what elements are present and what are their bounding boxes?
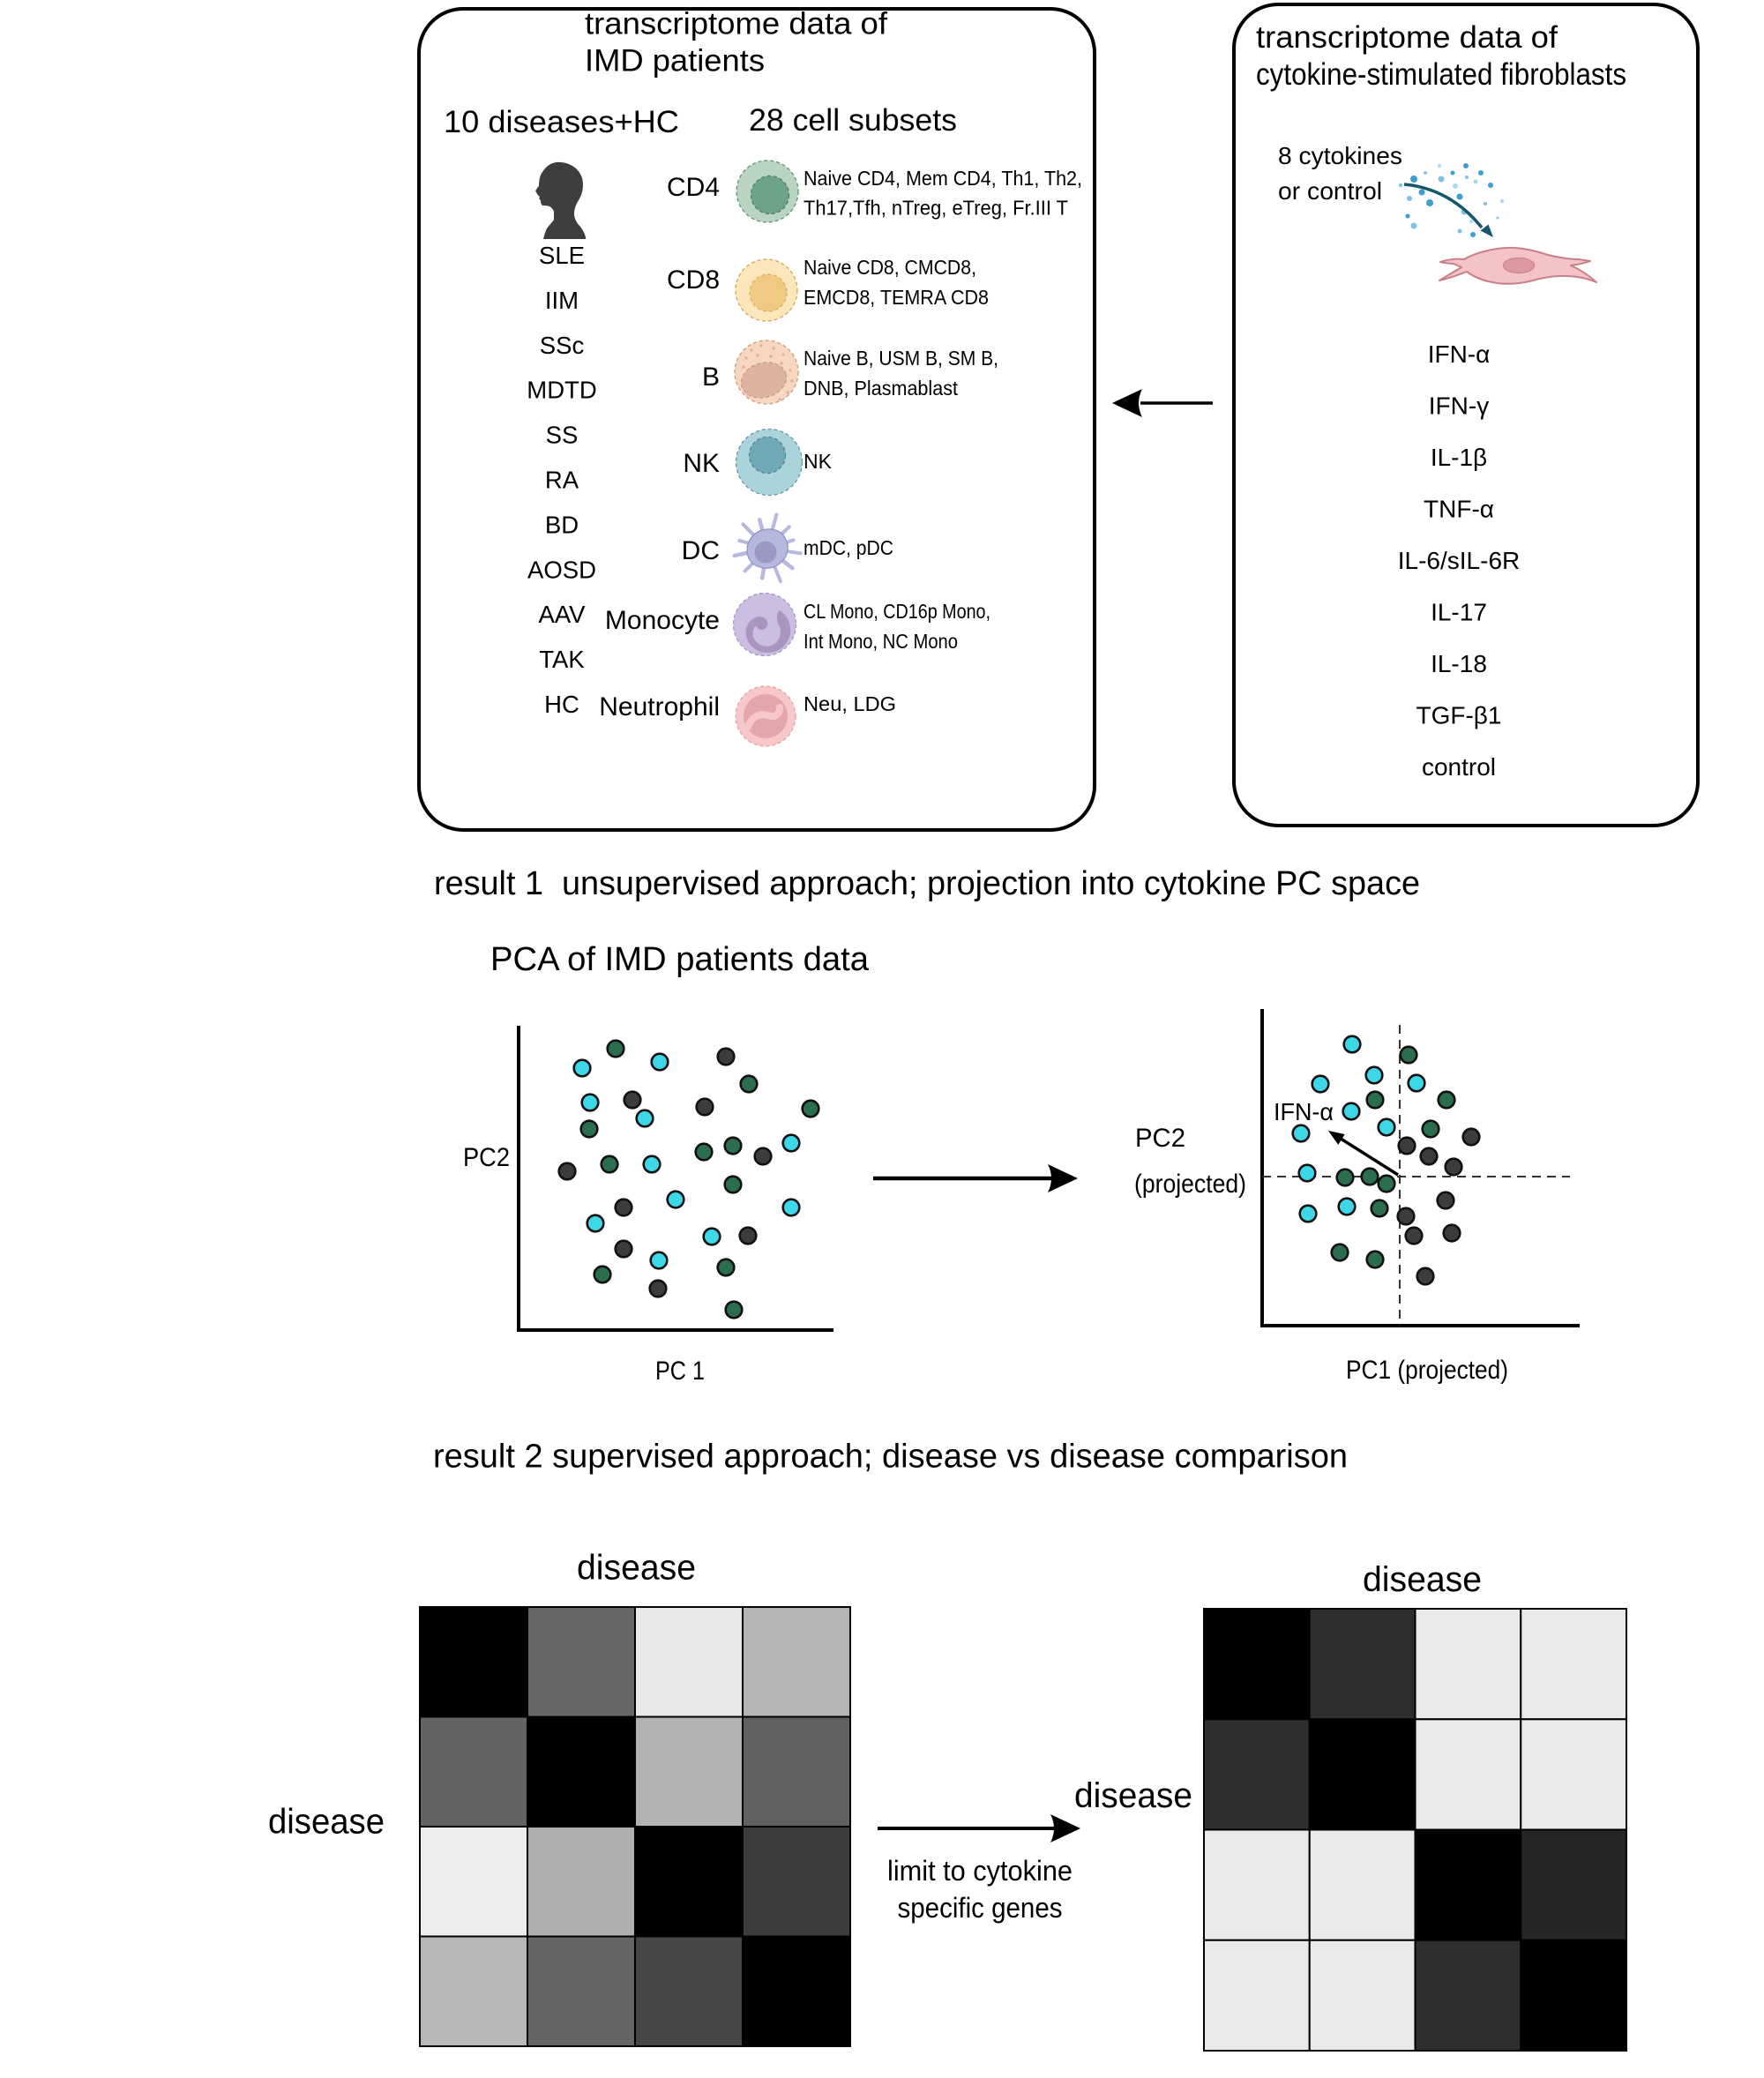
svg-text:10 diseases+HC: 10 diseases+HC xyxy=(444,105,679,139)
svg-text:SLE: SLE xyxy=(539,242,585,269)
svg-text:IIM: IIM xyxy=(545,287,579,314)
svg-text:CL Mono, CD16p Mono,: CL Mono, CD16p Mono, xyxy=(804,600,990,623)
svg-text:PC1 (projected): PC1 (projected) xyxy=(1346,1356,1508,1385)
svg-text:TNF-α: TNF-α xyxy=(1424,496,1494,523)
svg-text:DNB, Plasmablast: DNB, Plasmablast xyxy=(804,377,959,400)
svg-text:result 2 supervised approach;: result 2 supervised approach; disease vs… xyxy=(433,1439,1348,1476)
svg-text:Neu, LDG: Neu, LDG xyxy=(804,692,896,715)
svg-text:specific genes: specific genes xyxy=(898,1892,1063,1924)
svg-text:Naive CD8, CMCD8,: Naive CD8, CMCD8, xyxy=(804,256,976,279)
svg-text:mDC, pDC: mDC, pDC xyxy=(804,536,893,559)
svg-text:HC: HC xyxy=(544,691,579,718)
svg-text:CD4: CD4 xyxy=(667,173,720,202)
svg-text:Monocyte: Monocyte xyxy=(605,606,720,635)
svg-text:disease: disease xyxy=(1363,1560,1482,1599)
svg-text:TAK: TAK xyxy=(539,646,585,673)
svg-text:Th17,Tfh, nTreg, eTreg, Fr.III: Th17,Tfh, nTreg, eTreg, Fr.III T xyxy=(804,197,1068,220)
svg-text:SSc: SSc xyxy=(540,332,585,359)
svg-text:PC2: PC2 xyxy=(463,1143,510,1172)
svg-text:IL-6/sIL-6R: IL-6/sIL-6R xyxy=(1398,547,1521,574)
svg-text:TGF-β1: TGF-β1 xyxy=(1416,702,1502,729)
svg-text:cytokine-stimulated fibroblast: cytokine-stimulated fibroblasts xyxy=(1256,57,1626,92)
svg-text:IL-1β: IL-1β xyxy=(1431,444,1487,471)
svg-text:PC2: PC2 xyxy=(1135,1124,1185,1153)
svg-text:IFN-α: IFN-α xyxy=(1274,1098,1334,1125)
svg-text:limit to cytokine: limit to cytokine xyxy=(887,1855,1073,1887)
svg-text:transcriptome data of: transcriptome data of xyxy=(585,7,887,41)
svg-text:control: control xyxy=(1422,753,1496,781)
svg-text:IL-17: IL-17 xyxy=(1431,599,1487,626)
svg-text:Int Mono, NC Mono: Int Mono, NC Mono xyxy=(804,630,958,653)
svg-text:28 cell subsets: 28 cell subsets xyxy=(749,103,957,138)
svg-text:AOSD: AOSD xyxy=(527,556,596,583)
svg-text:BD: BD xyxy=(545,511,579,538)
svg-text:IL-18: IL-18 xyxy=(1431,650,1487,677)
svg-text:EMCD8, TEMRA CD8: EMCD8, TEMRA CD8 xyxy=(804,286,989,309)
svg-text:MDTD: MDTD xyxy=(527,377,596,404)
svg-text:disease: disease xyxy=(268,1803,385,1842)
svg-text:AAV: AAV xyxy=(539,601,587,628)
svg-text:disease: disease xyxy=(1074,1776,1192,1815)
svg-text:NK: NK xyxy=(804,450,833,473)
svg-text:Naive B, USM B, SM B,: Naive B, USM B, SM B, xyxy=(804,347,998,370)
svg-text:SS: SS xyxy=(546,422,579,449)
svg-text:IFN-α: IFN-α xyxy=(1428,340,1491,368)
svg-text:PC 1: PC 1 xyxy=(655,1357,705,1386)
svg-text:PCA of IMD patients data: PCA of IMD patients data xyxy=(490,941,870,978)
svg-text:(projected): (projected) xyxy=(1134,1170,1246,1199)
svg-text:RA: RA xyxy=(545,467,579,494)
svg-text:IFN-γ: IFN-γ xyxy=(1429,392,1489,420)
svg-text:transcriptome data of: transcriptome data of xyxy=(1256,20,1558,55)
svg-text:DC: DC xyxy=(682,536,720,565)
svg-text:B: B xyxy=(702,363,720,392)
svg-text:Naive CD4, Mem CD4, Th1, Th2,: Naive CD4, Mem CD4, Th1, Th2, xyxy=(804,167,1082,190)
svg-text:Neutrophil: Neutrophil xyxy=(599,692,720,721)
svg-text:8 cytokines: 8 cytokines xyxy=(1278,142,1402,169)
svg-text:or control: or control xyxy=(1278,177,1382,205)
svg-text:NK: NK xyxy=(683,449,720,478)
svg-text:CD8: CD8 xyxy=(667,265,720,295)
svg-text:IMD patients: IMD patients xyxy=(585,44,765,78)
svg-text:result 1 unsupervised approac: result 1 unsupervised approach; projecti… xyxy=(434,865,1420,902)
svg-text:disease: disease xyxy=(577,1549,696,1588)
